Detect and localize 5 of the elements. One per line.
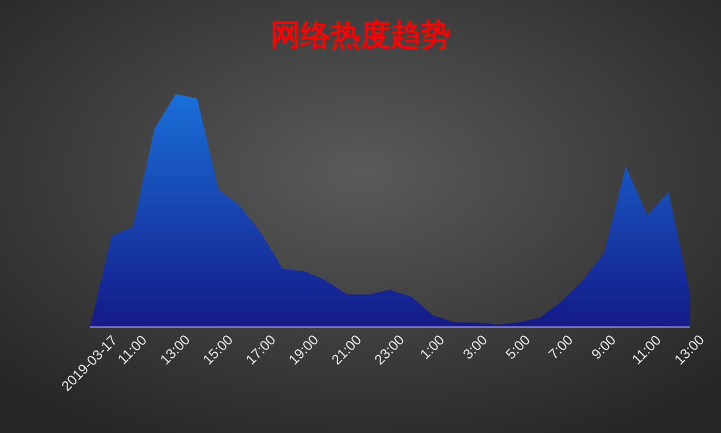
- x-tick-label: 5:00: [502, 331, 534, 362]
- chart-title: 网络热度趋势: [270, 18, 450, 53]
- x-tick-label: 9:00: [588, 331, 619, 362]
- x-tick-label: 3:00: [460, 331, 490, 362]
- x-tick-label: 7:00: [545, 331, 576, 362]
